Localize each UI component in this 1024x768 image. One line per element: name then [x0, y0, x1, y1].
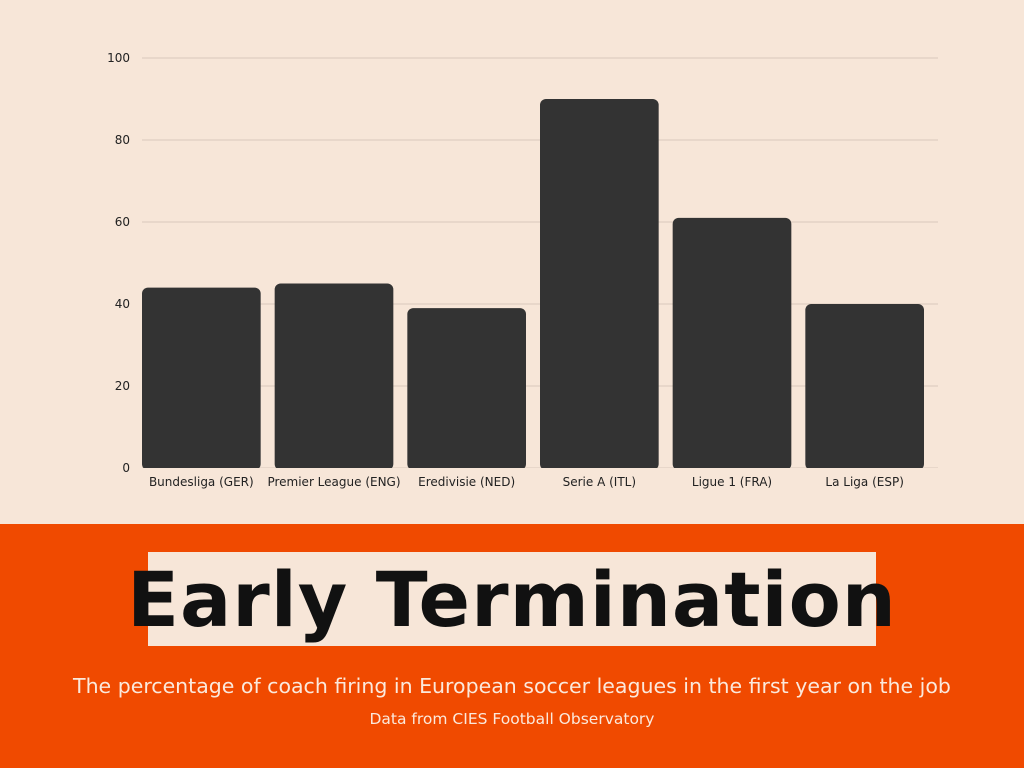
x-tick-label-3: Serie A (ITL) — [563, 475, 636, 489]
data-source: Data from CIES Football Observatory — [369, 710, 655, 728]
x-tick-label-4: Ligue 1 (FRA) — [692, 475, 772, 489]
bar-4 — [672, 217, 792, 470]
bar-5 — [805, 304, 924, 470]
chart-title: Early Termination — [127, 554, 897, 644]
x-axis-labels: Bundesliga (GER) Premier League (ENG) Ered… — [149, 475, 904, 489]
y-axis-ticks: 0 20 40 60 80 100 — [107, 51, 130, 475]
title-box: Early Termination — [127, 552, 896, 646]
x-tick-label-1: Premier League (ENG) — [267, 475, 400, 489]
y-tick-label-60: 60 — [115, 215, 130, 229]
y-tick-label-80: 80 — [115, 133, 130, 147]
y-tick-label-40: 40 — [115, 297, 130, 311]
bars — [140, 99, 940, 472]
bar-3 — [540, 99, 659, 470]
baseline-mask — [140, 468, 940, 472]
bar-chart: 0 20 40 60 80 100 Bundesliga (GER) Premier Lea… — [107, 51, 940, 489]
chart-area: 0 20 40 60 80 100 Bundesliga (GER) Premier Lea… — [107, 51, 940, 489]
x-tick-label-5: La Liga (ESP) — [825, 475, 903, 489]
bar-0 — [142, 287, 261, 470]
y-tick-label-100: 100 — [107, 51, 130, 65]
bar-1 — [274, 283, 394, 470]
x-tick-label-0: Bundesliga (GER) — [149, 475, 254, 489]
bar-2 — [407, 308, 526, 470]
x-tick-label-2: Eredivisie (NED) — [418, 475, 515, 489]
footer-banner: Early Termination The percentage of coac… — [0, 524, 1024, 768]
y-tick-label-20: 20 — [115, 379, 130, 393]
chart-subtitle: The percentage of coach firing in Europe… — [73, 674, 951, 698]
y-tick-label-0: 0 — [122, 461, 130, 475]
